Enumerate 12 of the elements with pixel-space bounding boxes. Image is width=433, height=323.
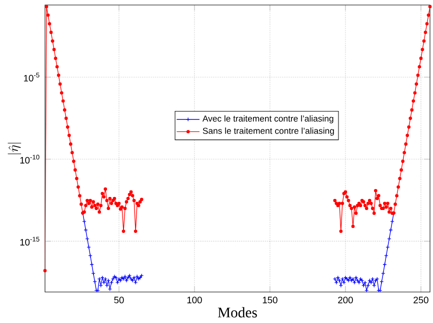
y-axis-title: $|\hat{\eta}|$: [8, 142, 22, 154]
x-tick-label: 50: [114, 296, 124, 304]
x-tick-label: 100: [187, 296, 202, 304]
legend-label: Sans le traitement contre l’aliasing: [202, 128, 334, 136]
x-tick-label: 150: [262, 296, 278, 304]
x-axis-title: Modes: [218, 307, 257, 318]
y-tick-label: 10$^{-10}$: [20, 154, 40, 164]
y-tick-label: 10$^{-5}$: [24, 72, 40, 82]
x-tick-label: 200: [338, 296, 353, 304]
legend-label: Avec le traitement contre l’aliasing: [202, 115, 334, 124]
y-tick-label: 10$^{-15}$: [20, 236, 40, 246]
x-tick-label: 250: [414, 296, 428, 304]
